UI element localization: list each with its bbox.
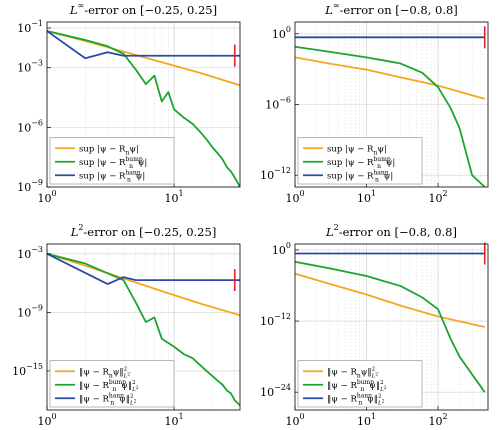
- chart-title: L∞-error on [−0.25, 0.25]: [69, 1, 217, 17]
- legend-label: sup |ψ − Rnψ|: [79, 144, 139, 156]
- series-line-blue: [47, 252, 240, 285]
- x-tick-label: 101: [357, 412, 376, 428]
- x-tick-label: 101: [357, 189, 376, 205]
- legend-box: [297, 137, 423, 185]
- legend-box: [49, 360, 175, 408]
- axes-frame: [294, 243, 489, 411]
- y-tick-label: 10−12: [260, 166, 291, 182]
- legend: ‖ψ − Rnψ‖2 L2‖ψ − Rbump n ψ‖2 L2‖ψ − Rhann n ψ…: [49, 360, 175, 408]
- series-group: [295, 36, 486, 187]
- series-group: [295, 252, 486, 393]
- legend-label: ‖ψ − Rnψ‖2 L2: [79, 366, 130, 379]
- series-line-orange: [47, 252, 240, 317]
- chart-panel-3: 100 101 10−3 10−9 10−15 L2-error on [−0.25, 0…: [12, 223, 241, 428]
- y-tick-label: 10−12: [260, 312, 291, 328]
- y-tick-label: 100: [272, 241, 291, 257]
- y-tick-label: 100: [272, 25, 291, 41]
- series-line-green: [47, 252, 240, 406]
- y-tick-label: 10−3: [17, 59, 43, 75]
- y-tick-label: 10−1: [17, 19, 43, 35]
- y-tick-label: 10−3: [17, 245, 43, 261]
- y-tick-label: 10−9: [17, 303, 43, 319]
- x-tick-label: 100: [37, 189, 56, 205]
- series-line-orange: [295, 56, 485, 100]
- series-line-blue: [47, 30, 240, 60]
- chart-title: L∞-error on [−0.8, 0.8]: [324, 1, 458, 17]
- x-tick-label: 101: [165, 189, 184, 205]
- axes-frame: [46, 21, 241, 188]
- y-tick-label: 10−6: [265, 96, 291, 112]
- x-tick-label: 102: [428, 189, 447, 205]
- chart-panel-4: 100 101 102 100 10−12 10−24 L2-error on [−0.8,…: [260, 223, 489, 428]
- y-tick-label: 10−15: [12, 362, 43, 378]
- legend-label: sup |ψ − Rhann n ψ|: [327, 169, 393, 183]
- y-tick-label: 10−24: [260, 383, 291, 399]
- legend-label: sup |ψ − Rbump n ψ|: [79, 156, 147, 170]
- x-tick-label: 100: [37, 412, 56, 428]
- chart-title: L2-error on [−0.25, 0.25]: [70, 223, 217, 239]
- legend-label: sup |ψ − Rbump n ψ|: [327, 156, 395, 170]
- series-group: [47, 252, 240, 406]
- x-tick-label: 100: [285, 189, 304, 205]
- series-line-orange: [295, 272, 485, 328]
- legend-label: ‖ψ − Rbump n ψ‖2 L2: [79, 379, 139, 393]
- series-line-green: [295, 260, 486, 393]
- legend-box: [297, 360, 423, 408]
- series-line-green: [47, 30, 240, 187]
- legend-label: ‖ψ − Rhann n ψ‖2 L2: [327, 392, 385, 406]
- legend-label: ‖ψ − Rbump n ψ‖2 L2: [327, 379, 387, 393]
- y-tick-label: 10−9: [17, 178, 43, 194]
- series-line-orange: [47, 30, 240, 87]
- chart-panel-2: 100 101 102 100 10−6 10−12 L∞-error on [−0.8, …: [260, 1, 489, 205]
- axes-frame: [46, 243, 241, 411]
- series-group: [47, 30, 240, 187]
- legend: ‖ψ − Rnψ‖2 L2‖ψ − Rbump n ψ‖2 L2‖ψ − Rhann n ψ…: [297, 360, 423, 408]
- legend-label: sup |ψ − Rhann n ψ|: [79, 169, 145, 183]
- x-tick-label: 101: [165, 412, 184, 428]
- legend-label: ‖ψ − Rhann n ψ‖2 L2: [79, 392, 137, 406]
- legend-box: [49, 137, 175, 185]
- y-tick-label: 10−6: [17, 118, 43, 134]
- x-tick-label: 102: [428, 412, 447, 428]
- legend: sup |ψ − Rnψ|sup |ψ − Rbump n ψ|sup |ψ − R…: [297, 137, 423, 185]
- legend: sup |ψ − Rnψ|sup |ψ − Rbump n ψ|sup |ψ − R…: [49, 137, 175, 185]
- legend-label: ‖ψ − Rnψ‖2 L2: [327, 366, 378, 379]
- chart-panel-1: 100 101 10−1 10−3 10−6 10−9 L∞-error on [−0.25…: [17, 1, 241, 205]
- legend-label: sup |ψ − Rnψ|: [327, 144, 387, 156]
- series-line-green: [295, 45, 486, 187]
- x-tick-label: 100: [285, 412, 304, 428]
- chart-title: L2-error on [−0.8, 0.8]: [325, 223, 457, 239]
